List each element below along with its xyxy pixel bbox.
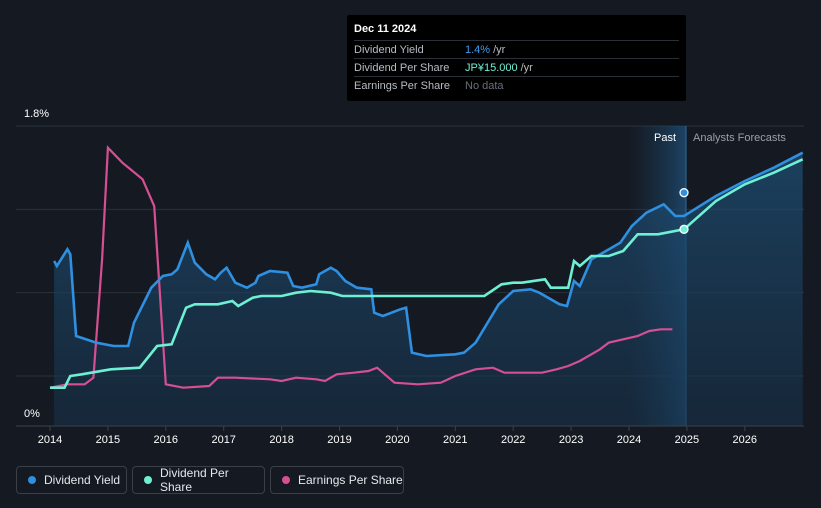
x-tick-label: 2023 — [559, 434, 583, 446]
dividend-per-share-marker[interactable] — [679, 224, 689, 234]
x-tick-label: 2018 — [269, 434, 293, 446]
tooltip-row-dividend-per-share: Dividend Per Share JP¥15.000 /yr — [354, 58, 679, 76]
x-tick-label: 2026 — [733, 434, 757, 446]
earnings-per-share-line — [49, 145, 673, 389]
dividend-per-share-line — [50, 158, 804, 389]
x-tick-label: 2016 — [154, 434, 178, 446]
tooltip: Dec 11 2024 Dividend Yield 1.4% /yr Divi… — [347, 15, 686, 101]
legend-label: Dividend Yield — [44, 473, 121, 487]
y-axis-label-max: 1.8% — [24, 108, 50, 120]
y-axis-label-min: 0% — [24, 408, 40, 420]
x-tick-label: 2019 — [327, 434, 351, 446]
legend-label: Earnings Per Share — [298, 473, 403, 487]
x-tick-label: 2025 — [675, 434, 699, 446]
legend-dot-icon — [282, 476, 290, 484]
tooltip-row-earnings-per-share: Earnings Per Share No data — [354, 76, 679, 94]
tab-analysts-forecasts[interactable]: Analysts Forecasts — [693, 132, 786, 144]
tooltip-value: 1.4% — [465, 43, 491, 56]
legend-dividend-per-share[interactable]: Dividend Per Share — [132, 466, 265, 494]
x-tick-label: 2020 — [385, 434, 409, 446]
legend-dot-icon — [144, 476, 152, 484]
tooltip-unit: /yr — [493, 43, 506, 56]
tooltip-value: No data — [465, 79, 504, 92]
x-tick-label: 2024 — [617, 434, 641, 446]
x-axis: 2014 2015 2016 2017 2018 2019 2020 2021 2022 2023… — [16, 425, 804, 446]
tooltip-label: Dividend Yield — [354, 43, 424, 56]
tooltip-value: JP¥15.000 — [465, 61, 518, 74]
dividend-yield-marker[interactable] — [679, 188, 689, 198]
tab-past[interactable]: Past — [654, 132, 677, 144]
dividend-yield-area — [54, 152, 803, 426]
tooltip-unit: /yr — [520, 61, 533, 74]
tooltip-row-dividend-yield: Dividend Yield 1.4% /yr — [354, 40, 679, 58]
legend-label: Dividend Per Share — [160, 466, 229, 494]
tooltip-label: Dividend Per Share — [354, 61, 450, 74]
x-tick-label: 2015 — [96, 434, 120, 446]
legend-earnings-per-share[interactable]: Earnings Per Share — [270, 466, 404, 494]
x-tick-label: 2021 — [443, 434, 467, 446]
x-tick-label: 2017 — [211, 434, 235, 446]
tooltip-date: Dec 11 2024 — [354, 23, 417, 35]
legend-dividend-yield[interactable]: Dividend Yield — [16, 466, 127, 494]
tooltip-label: Earnings Per Share — [354, 79, 450, 92]
legend-dot-icon — [28, 476, 36, 484]
x-tick-label: 2022 — [501, 434, 525, 446]
x-tick-label: 2014 — [38, 434, 62, 446]
